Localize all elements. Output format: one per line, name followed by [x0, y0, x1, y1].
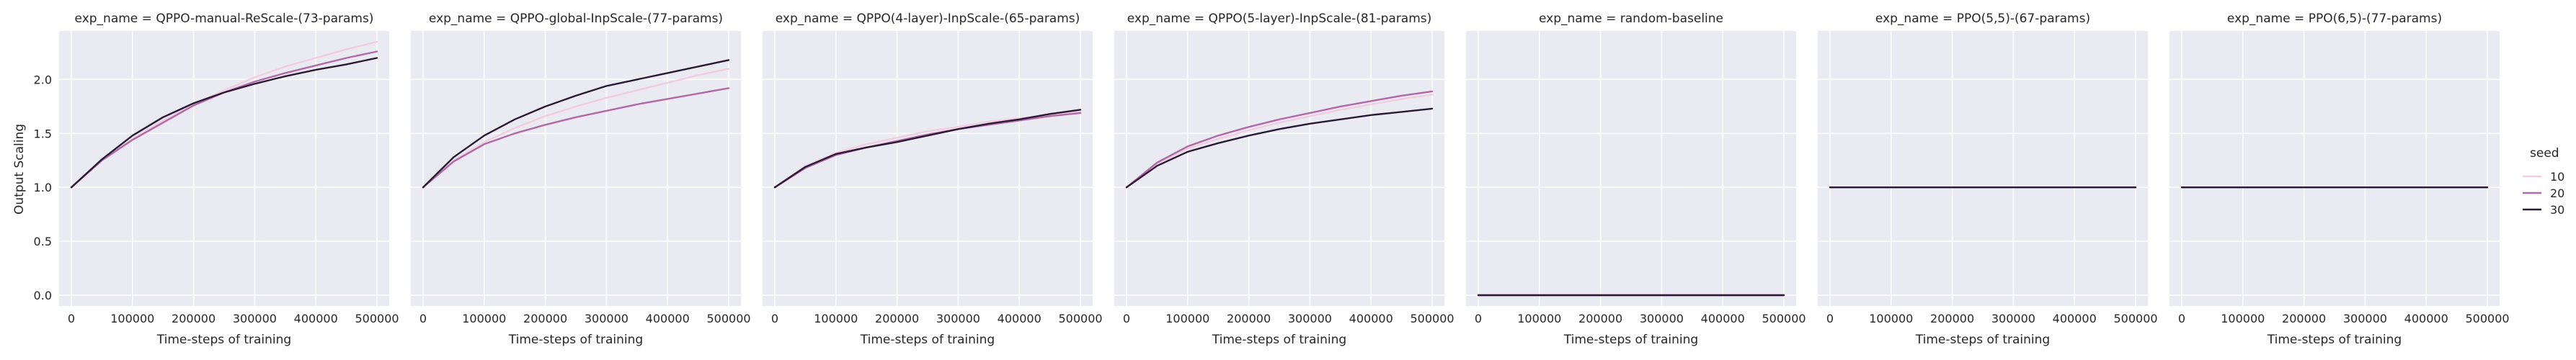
x-tick-label: 500000: [706, 312, 750, 325]
x-tick-label: 200000: [1227, 312, 1271, 325]
panel-title: exp_name = PPO(6,5)-(77-params): [2227, 12, 2442, 26]
x-tick-label: 0: [1826, 312, 1834, 325]
x-tick-label: 400000: [2053, 312, 2097, 325]
panel-title: exp_name = random-baseline: [1539, 12, 1723, 26]
y-tick-label: 2.0: [34, 73, 52, 86]
panel-title: exp_name = QPPO(5-layer)-InpScale-(81-pa…: [1127, 12, 1432, 26]
x-axis-label: Time-steps of training: [1915, 333, 2050, 347]
x-tick-label: 200000: [1578, 312, 1622, 325]
x-tick-label: 100000: [1517, 312, 1561, 325]
x-tick-label: 300000: [1288, 312, 1332, 325]
x-tick-label: 100000: [1869, 312, 1913, 325]
legend-title: seed: [2530, 146, 2559, 161]
panel-title: exp_name = PPO(5,5)-(67-params): [1875, 12, 2090, 26]
x-tick-label: 400000: [294, 312, 338, 325]
y-axis-label: Output Scaling: [12, 124, 27, 215]
series-line-seed-10: [1125, 94, 1434, 189]
panel-title: exp_name = QPPO(4-layer)-InpScale-(65-pa…: [776, 12, 1080, 26]
x-axis-label: Time-steps of training: [860, 333, 995, 347]
series-line-seed-20: [1125, 90, 1434, 189]
panel-title: exp_name = QPPO-manual-ReScale-(73-param…: [75, 12, 374, 26]
x-tick-label: 500000: [1410, 312, 1454, 325]
y-tick-label: 0.0: [34, 289, 52, 302]
series-line-seed-10: [422, 68, 730, 189]
plot-background: [1466, 31, 1796, 306]
y-tick-label: 0.5: [34, 235, 52, 248]
series-line-seed-30: [773, 109, 1082, 189]
legend-item: 10: [2523, 170, 2564, 184]
x-tick-label: 200000: [875, 312, 919, 325]
plot-background: [763, 31, 1093, 306]
series-line-seed-20: [773, 112, 1082, 189]
facet-panel: 0 100000 200000 300000 400000 500000 exp_name …: [1114, 12, 1454, 347]
x-axis-label: Time-steps of training: [1563, 333, 1698, 347]
x-tick-label: 400000: [1701, 312, 1745, 325]
x-tick-label: 0: [68, 312, 75, 325]
facet-panel: 0 100000 200000 300000 400000 500000 exp_name …: [763, 12, 1103, 347]
x-tick-label: 100000: [110, 312, 154, 325]
x-tick-label: 400000: [998, 312, 1041, 325]
y-tick-label: 1.0: [34, 181, 52, 194]
x-tick-label: 500000: [2465, 312, 2509, 325]
plot-background: [1818, 31, 2148, 306]
x-tick-label: 300000: [1640, 312, 1684, 325]
x-tick-label: 200000: [2282, 312, 2326, 325]
series-line-seed-20: [422, 87, 730, 189]
legend-label: 10: [2550, 170, 2564, 184]
facet-panel: 0.0 0.5 1.0 1.5 2.0 0 100000 200000 300000 400000…: [34, 12, 399, 347]
x-tick-label: 400000: [2404, 312, 2448, 325]
x-tick-label: 0: [1475, 312, 1482, 325]
x-tick-label: 200000: [172, 312, 216, 325]
series-line-seed-30: [70, 57, 378, 189]
x-tick-label: 0: [2178, 312, 2185, 325]
plot-background: [1114, 31, 1444, 306]
plot-background: [2169, 31, 2500, 306]
x-tick-label: 0: [771, 312, 778, 325]
x-axis-label: Time-steps of training: [156, 333, 291, 347]
facet-panel: 0 100000 200000 300000 400000 500000 exp_name …: [1818, 12, 2158, 347]
x-tick-label: 100000: [2221, 312, 2265, 325]
x-tick-label: 300000: [2343, 312, 2387, 325]
x-tick-label: 0: [1123, 312, 1130, 325]
series-line-seed-30: [1125, 107, 1434, 189]
x-tick-label: 100000: [462, 312, 506, 325]
x-tick-label: 500000: [355, 312, 399, 325]
x-tick-label: 300000: [1991, 312, 2035, 325]
facet-panel: 0 100000 200000 300000 400000 500000 exp_name …: [411, 12, 751, 347]
facet-panels: 0.0 0.5 1.0 1.5 2.0 0 100000 200000 300000 400000…: [34, 12, 2510, 347]
x-tick-label: 100000: [1165, 312, 1209, 325]
x-tick-label: 300000: [233, 312, 277, 325]
facet-panel: 0 100000 200000 300000 400000 500000 exp_name …: [2169, 12, 2510, 347]
legend-item: 30: [2523, 203, 2564, 217]
facet-panel: 0 100000 200000 300000 400000 500000 exp_name …: [1466, 12, 1806, 347]
x-tick-label: 400000: [646, 312, 690, 325]
x-tick-label: 500000: [1058, 312, 1102, 325]
x-axis-label: Time-steps of training: [508, 333, 643, 347]
x-tick-label: 400000: [1349, 312, 1393, 325]
x-tick-label: 300000: [585, 312, 629, 325]
plot-background: [59, 31, 389, 306]
x-tick-label: 300000: [936, 312, 980, 325]
legend-label: 20: [2550, 186, 2564, 200]
legend: seed 10 20 30: [2523, 146, 2564, 217]
x-axis-label: Time-steps of training: [2267, 333, 2402, 347]
y-tick-label: 1.5: [34, 127, 52, 140]
legend-item: 20: [2523, 186, 2564, 200]
x-tick-label: 200000: [1930, 312, 1974, 325]
x-axis-label: Time-steps of training: [1212, 333, 1346, 347]
x-tick-label: 0: [419, 312, 427, 325]
legend-items: 10 20 30: [2523, 170, 2564, 217]
plot-background: [411, 31, 741, 306]
legend-label: 30: [2550, 203, 2564, 217]
x-tick-label: 500000: [2113, 312, 2157, 325]
x-tick-label: 100000: [814, 312, 858, 325]
x-tick-label: 500000: [1762, 312, 1806, 325]
panel-title: exp_name = QPPO-global-InpScale-(77-para…: [429, 12, 723, 26]
series-line-seed-30: [422, 59, 730, 189]
x-tick-label: 200000: [523, 312, 567, 325]
